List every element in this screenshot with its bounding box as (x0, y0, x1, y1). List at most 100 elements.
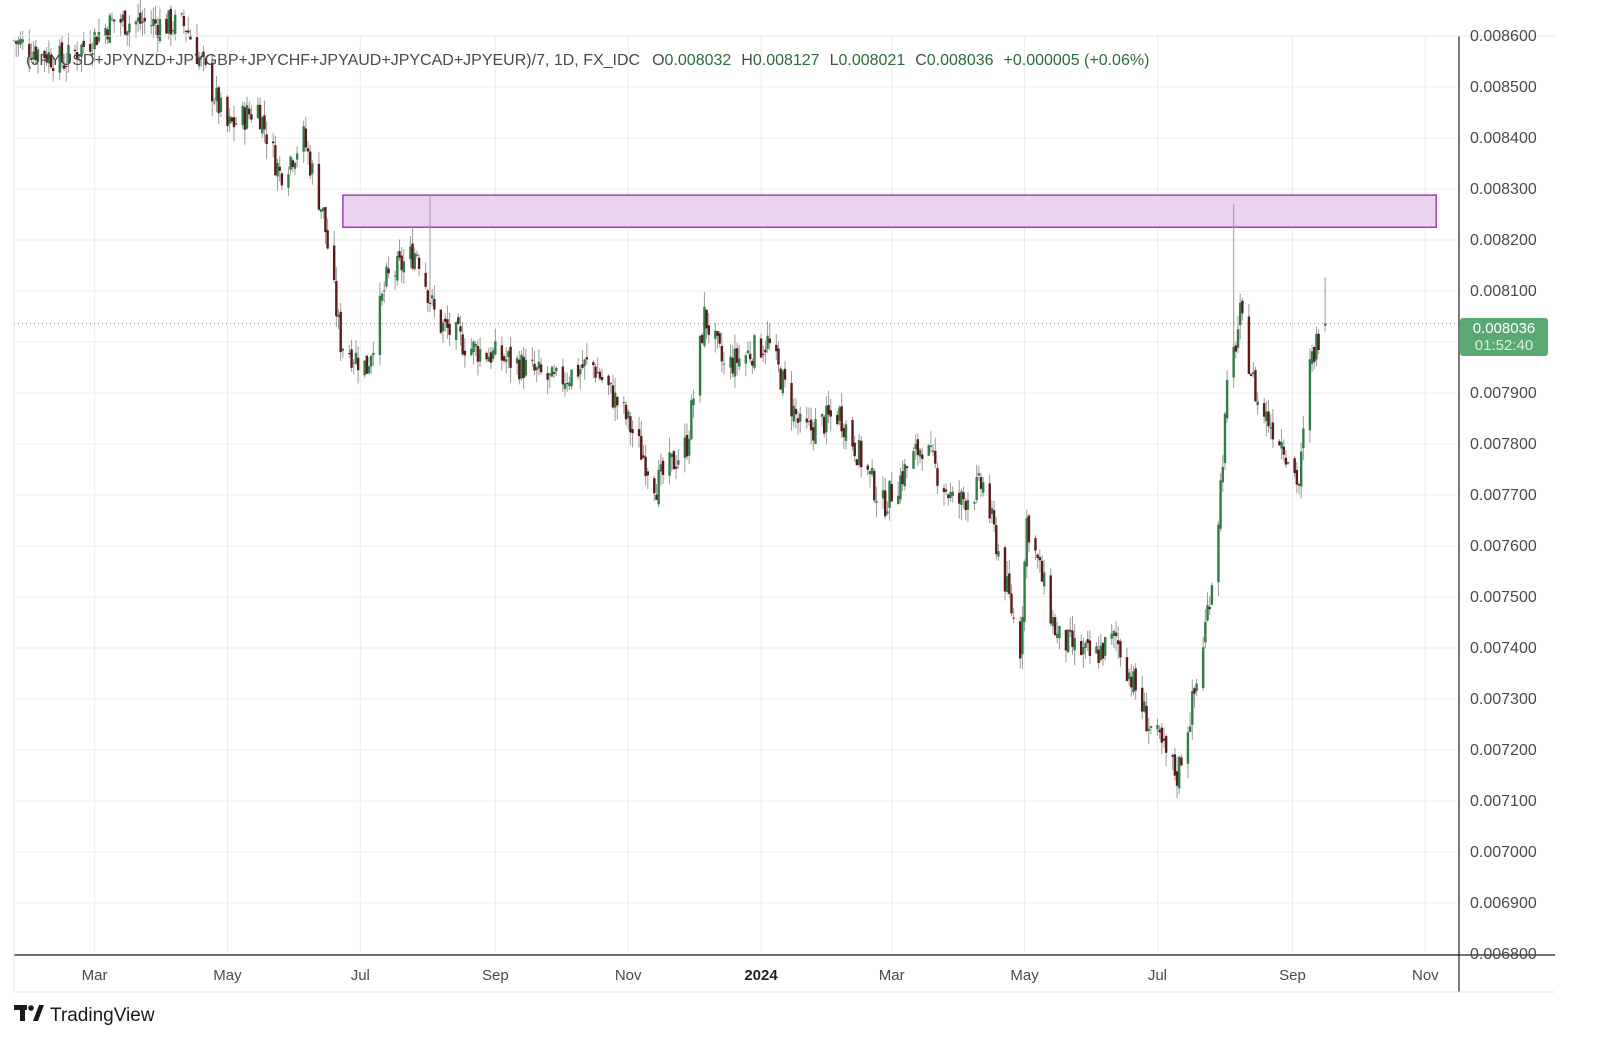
candle-body (128, 23, 131, 33)
symbol-legend: (JPYUSD+JPYNZD+JPYGBP+JPYCHF+JPYAUD+JPYC… (26, 52, 1149, 70)
bar-countdown: 01:52:40 (1474, 337, 1534, 354)
resistance-zone[interactable] (342, 194, 1437, 228)
candle-body (1286, 462, 1290, 464)
candle-body (962, 492, 965, 500)
price-tick-label: 0.007000 (1470, 844, 1537, 861)
candle-body (1247, 316, 1251, 374)
candle-body (287, 174, 290, 188)
candle-body (990, 508, 994, 514)
candle-body (339, 311, 342, 353)
candle-body (461, 334, 464, 355)
candle-body (230, 117, 233, 122)
candle-body (478, 349, 482, 362)
candle-body (1005, 576, 1009, 593)
time-tick-label: May (213, 967, 242, 984)
candle-body (964, 500, 967, 511)
candle-body (112, 19, 116, 22)
candle-body (1097, 649, 1100, 663)
candle-body (1175, 771, 1179, 786)
candle-body (354, 352, 358, 364)
candle-body (539, 364, 543, 373)
candle-body (622, 402, 626, 404)
candle-body (1241, 300, 1244, 314)
candle-body (905, 466, 909, 469)
time-axis-labels[interactable]: Mar May Jul Sep Nov 2024 Mar May Jul Sep Nov (82, 967, 1439, 984)
candle-body (875, 500, 878, 503)
candle-body (337, 314, 340, 318)
candle-body (1140, 687, 1144, 712)
candle-body (245, 105, 249, 129)
candle-body (1040, 560, 1044, 582)
candle-body (674, 466, 678, 469)
candle-body (1034, 538, 1037, 551)
candle-body (1084, 642, 1087, 648)
candle-body (474, 344, 477, 347)
candle-body (1160, 727, 1163, 743)
candle-body (1164, 736, 1168, 753)
candle-body (853, 442, 856, 457)
candle-body (1130, 676, 1133, 688)
candle-body (563, 383, 567, 390)
candle-body (49, 54, 53, 68)
candle-body (241, 105, 244, 126)
candle-body (524, 359, 528, 376)
candle-body (276, 163, 279, 177)
candle-body (341, 348, 345, 351)
candle-body (409, 246, 412, 259)
candle-body (868, 471, 872, 475)
candle-body (1069, 629, 1072, 632)
candle-body (372, 353, 375, 356)
candle-body (1254, 370, 1257, 402)
candle-body (171, 30, 175, 32)
candle-body (459, 326, 462, 332)
last-price-value: 0.008036 (1472, 320, 1536, 337)
candle-body (1302, 428, 1305, 449)
candle-body (585, 357, 589, 360)
candle-body (677, 460, 680, 465)
candle-body (302, 126, 305, 152)
price-tick-label: 0.007600 (1470, 538, 1537, 555)
candle-body (799, 413, 802, 422)
candle-body (489, 352, 493, 363)
candle-body (951, 491, 954, 496)
chart-axes (13, 35, 1555, 993)
candle-body (942, 488, 946, 493)
candle-body (413, 253, 416, 270)
tradingview-brand[interactable]: TradingView (14, 1005, 155, 1027)
price-axis-labels[interactable]: 0.008600 0.008500 0.008400 0.008300 0.008200… (1470, 28, 1537, 963)
candle-body (518, 359, 521, 380)
candle-body (1252, 372, 1255, 374)
candle-body (184, 30, 188, 32)
candle-body (202, 51, 205, 57)
candle-body (840, 406, 843, 432)
candle-body (842, 427, 846, 438)
candle-body (271, 141, 275, 144)
candle-body (1103, 637, 1107, 656)
candle-body (783, 368, 787, 380)
candle-body (746, 350, 750, 354)
candle-body (611, 385, 615, 408)
candle-body (426, 290, 430, 304)
candle-body (626, 411, 630, 419)
symbol-title[interactable]: (JPYUSD+JPYNZD+JPYGBP+JPYCHF+JPYAUD+JPYC… (26, 52, 641, 69)
candle-body (457, 317, 460, 325)
candle-body (809, 419, 813, 431)
candle-body (182, 15, 186, 27)
candle-body (1038, 557, 1042, 561)
candle-body (433, 298, 436, 310)
time-tick-label: Mar (82, 967, 108, 984)
candle-body (152, 18, 155, 27)
candle-body (165, 18, 168, 34)
candle-body (683, 437, 687, 458)
candle-body (1053, 617, 1057, 636)
price-tick-label: 0.008200 (1470, 232, 1537, 249)
candle-body (411, 243, 414, 269)
candle-body (309, 151, 312, 176)
candle-body (322, 207, 325, 211)
price-tick-label: 0.008600 (1470, 28, 1537, 45)
price-tick-label: 0.007200 (1470, 742, 1537, 759)
candle-body (385, 266, 388, 287)
candle-body (1143, 701, 1146, 712)
candle-body (1256, 401, 1259, 406)
